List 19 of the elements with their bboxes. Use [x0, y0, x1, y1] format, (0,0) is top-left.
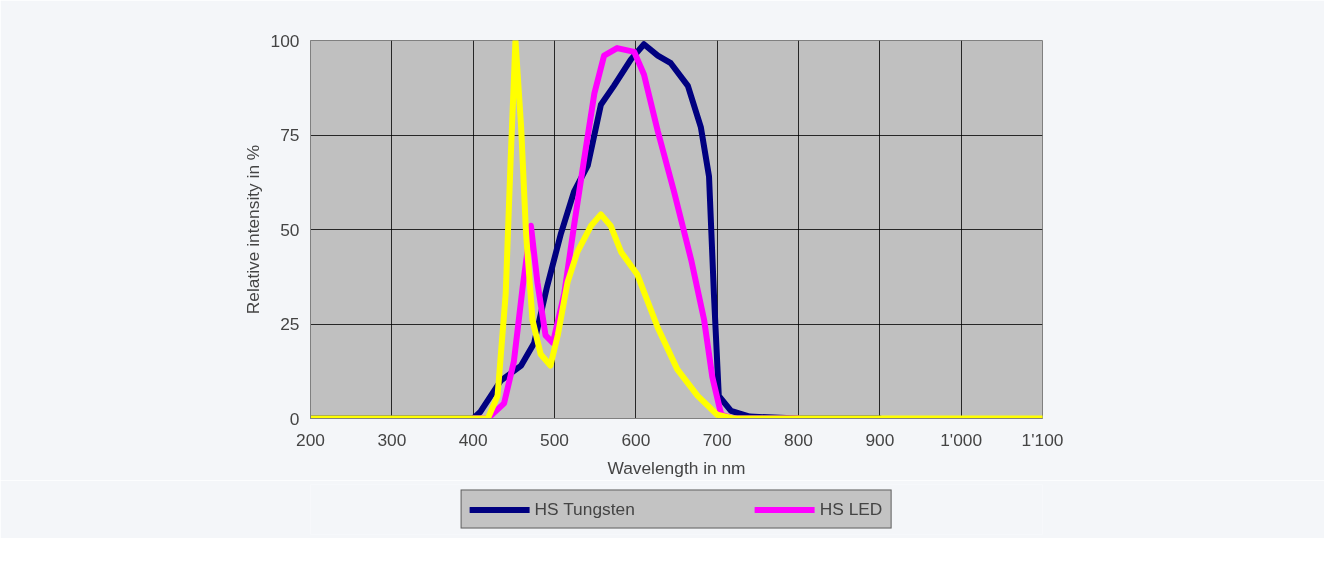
legend-label: HS Tungsten: [534, 498, 635, 520]
x-tick-label: 800: [784, 429, 813, 450]
y-tick-label: 75: [280, 125, 300, 145]
y-tick-label: 0: [289, 408, 300, 429]
x-tick-label: 200: [296, 429, 325, 450]
y-tick-label: 25: [280, 314, 300, 334]
x-tick-label: 400: [458, 429, 488, 450]
x-tick-label: 600: [621, 429, 651, 450]
y-tick-label: 100: [270, 30, 300, 51]
x-axis-title: Wavelength in nm: [607, 457, 746, 478]
x-tick-label: 300: [377, 429, 407, 450]
x-tick-label: 700: [702, 429, 732, 450]
x-tick-label: 1'000: [940, 429, 983, 450]
legend-label: HS LED: [819, 498, 883, 520]
x-tick-label: 900: [865, 429, 895, 450]
y-axis-title: Relative intensity in %: [242, 144, 263, 315]
x-tick-label: 1'100: [1021, 429, 1064, 450]
x-tick-label: 500: [540, 429, 569, 450]
y-tick-label: 50: [280, 219, 300, 240]
